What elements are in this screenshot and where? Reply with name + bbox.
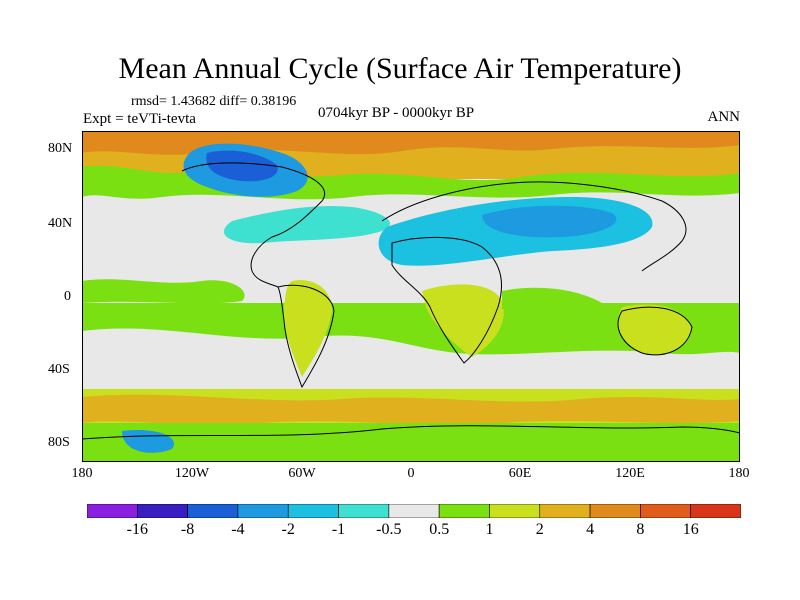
period-label: 0704kyr BP - 0000kyr BP xyxy=(318,105,475,121)
lat-label: 40N xyxy=(48,216,73,231)
colorbar-tick-label: -1 xyxy=(331,521,346,538)
coast-europe-asia xyxy=(381,181,687,272)
colorbar-tick-label: 1 xyxy=(485,521,494,538)
colorbar-swatch xyxy=(489,504,541,518)
colorbar-tick-label: -0.5 xyxy=(376,521,402,538)
australia-warm xyxy=(618,304,692,355)
lat-label: 40S xyxy=(48,362,70,377)
colorbar-swatch xyxy=(187,504,239,518)
season-label: ANN xyxy=(707,109,741,125)
north-atlantic-cool xyxy=(223,205,391,244)
colorbar-swatch xyxy=(690,504,741,518)
eurasia-cold-core xyxy=(482,205,617,238)
experiment-label: Expt = teVTi-tevta xyxy=(83,111,196,127)
tropical-pacific-green xyxy=(82,279,245,304)
canada-very-cold xyxy=(206,150,278,182)
map-frame xyxy=(82,131,740,462)
colorbar-tick-label: -8 xyxy=(180,521,195,538)
colorbar-swatch xyxy=(640,504,691,518)
colorbar-swatch xyxy=(438,504,490,518)
coast-antarctica xyxy=(82,425,740,440)
colorbar-tick-label: 4 xyxy=(586,521,595,538)
antarctic-band xyxy=(82,423,740,462)
colorbar-swatch xyxy=(137,504,188,518)
lon-label: 180 xyxy=(728,466,750,481)
colorbar-tick-label: -16 xyxy=(126,521,148,538)
lon-label: 180 xyxy=(71,466,93,481)
lon-label: 60E xyxy=(508,466,532,481)
colorbar-swatch xyxy=(287,504,339,518)
southern-grey-gap xyxy=(82,328,740,380)
lat-label: 80S xyxy=(48,435,70,450)
colorbar-swatch xyxy=(237,504,289,518)
lat-label: 80N xyxy=(48,141,73,156)
lon-label: 120E xyxy=(615,466,645,481)
lon-label: 60W xyxy=(288,466,316,481)
coast-north-america xyxy=(181,162,325,288)
southern-ocean-orange xyxy=(82,394,740,425)
lon-label: 120W xyxy=(174,466,210,481)
chart-title: Mean Annual Cycle (Surface Air Temperatu… xyxy=(118,52,682,85)
colorbar-tick-label: -2 xyxy=(281,521,295,538)
colorbar-tick-label: -4 xyxy=(231,521,245,538)
colorbar-swatch xyxy=(539,504,591,518)
colorbar-tick-label: 0.5 xyxy=(429,521,450,538)
indian-ocean-green xyxy=(502,287,602,313)
stats-label: rmsd= 1.43682 diff= 0.38196 xyxy=(131,94,297,109)
lat-label: 0 xyxy=(64,289,71,304)
temperature-anomaly-map xyxy=(82,131,740,462)
colorbar xyxy=(87,504,741,518)
colorbar-tick-label: 16 xyxy=(682,521,699,538)
colorbar-tick-label: 2 xyxy=(535,521,544,538)
colorbar-swatch xyxy=(589,504,641,518)
lon-label: 0 xyxy=(407,466,415,481)
coast-south-america xyxy=(277,284,335,389)
coast-australia xyxy=(617,306,693,356)
coast-africa xyxy=(391,236,502,364)
colorbar-tick-label: 8 xyxy=(636,521,645,538)
colorbar-swatch xyxy=(338,504,390,518)
colorbar-swatch xyxy=(87,504,138,518)
colorbar-swatch xyxy=(388,504,440,518)
south-america-warm xyxy=(283,280,332,377)
